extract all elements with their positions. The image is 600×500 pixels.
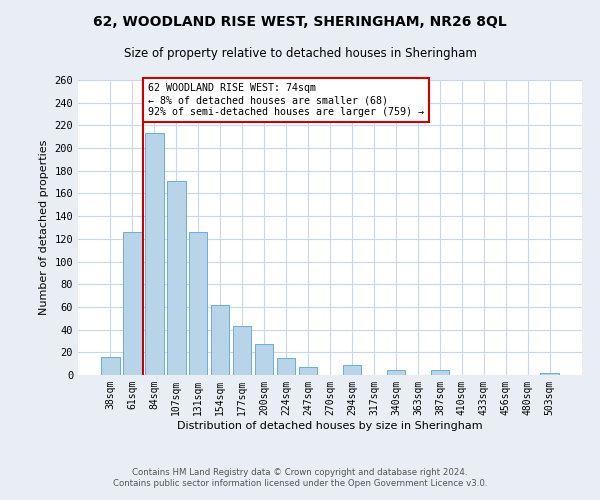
Bar [211, 304, 229, 375]
Bar [541, 372, 559, 375]
Text: Size of property relative to detached houses in Sheringham: Size of property relative to detached ho… [124, 48, 476, 60]
Text: 62, WOODLAND RISE WEST, SHERINGHAM, NR26 8QL: 62, WOODLAND RISE WEST, SHERINGHAM, NR26… [93, 15, 507, 29]
Bar [386, 370, 405, 375]
Bar [277, 358, 295, 375]
Bar [101, 357, 119, 375]
Bar [299, 367, 317, 375]
Bar [167, 181, 185, 375]
Bar [255, 344, 274, 375]
X-axis label: Distribution of detached houses by size in Sheringham: Distribution of detached houses by size … [177, 420, 483, 430]
Bar [145, 134, 164, 375]
Bar [123, 232, 142, 375]
Text: Contains HM Land Registry data © Crown copyright and database right 2024.
Contai: Contains HM Land Registry data © Crown c… [113, 468, 487, 487]
Bar [233, 326, 251, 375]
Text: 62 WOODLAND RISE WEST: 74sqm
← 8% of detached houses are smaller (68)
92% of sem: 62 WOODLAND RISE WEST: 74sqm ← 8% of det… [148, 84, 424, 116]
Bar [343, 365, 361, 375]
Y-axis label: Number of detached properties: Number of detached properties [39, 140, 49, 315]
Bar [431, 370, 449, 375]
Bar [189, 232, 208, 375]
